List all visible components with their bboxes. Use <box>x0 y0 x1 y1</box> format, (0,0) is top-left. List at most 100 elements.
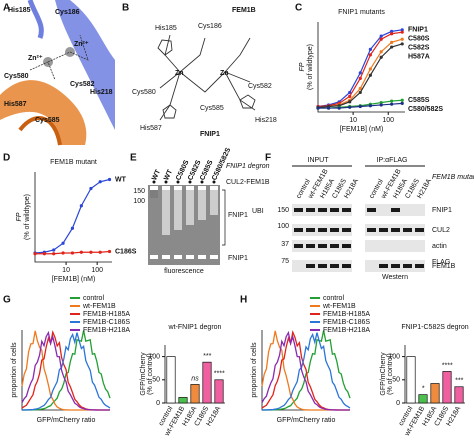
legend-entry: FEM1B-H218A <box>83 327 130 334</box>
y-axis-label: proportion of cells <box>251 342 258 398</box>
x-tick-label: 10 <box>62 267 70 274</box>
gel <box>148 185 220 265</box>
blot-band <box>318 244 327 248</box>
residue-label: Cys580 <box>132 89 156 96</box>
gel-band <box>174 255 182 259</box>
x-tick-label: 100 <box>91 267 103 274</box>
data-point <box>79 204 83 208</box>
axis <box>34 172 112 263</box>
histogram-curve <box>21 330 111 411</box>
band-label: UBI <box>252 208 264 215</box>
blot-band <box>367 208 376 212</box>
blot-band <box>342 228 351 232</box>
gel-band <box>150 255 158 259</box>
x-axis-label: [FEM1B] (nM) <box>52 276 96 283</box>
y-axis-label: FP <box>299 62 306 71</box>
chart-title: FEM1B mutant <box>50 159 97 166</box>
data-point <box>33 252 37 256</box>
data-point <box>368 73 372 77</box>
gel-smear <box>162 190 170 235</box>
data-point <box>70 251 75 255</box>
histogram-curve <box>21 332 111 411</box>
panel-letter: B <box>122 3 129 14</box>
legend-entry: C186S <box>115 248 137 255</box>
data-point <box>107 249 112 254</box>
gel-well <box>210 186 218 190</box>
data-point <box>390 29 394 33</box>
residue-label: Zn²⁺ <box>28 55 43 62</box>
gel-well <box>174 186 182 190</box>
zn-label: Zn <box>220 70 229 77</box>
y-tick-label: 0 <box>156 400 160 407</box>
y-tick-label: 0 <box>396 400 400 407</box>
marker-label: 75 <box>281 258 289 265</box>
data-point <box>390 102 394 106</box>
blot-band <box>342 264 351 268</box>
residue-label: Cys585 <box>200 105 224 112</box>
blot-band <box>318 208 327 212</box>
zn-label: Zn <box>175 70 184 77</box>
marker-label: 100 <box>133 198 145 205</box>
axis <box>317 22 405 113</box>
y-axis-label: (% of control) <box>387 353 394 395</box>
data-point <box>52 248 56 252</box>
blot-band <box>318 264 327 268</box>
gel-smear <box>198 190 206 220</box>
residue-label: Cys582 <box>70 81 95 88</box>
blot-band <box>391 264 400 268</box>
data-point <box>400 30 404 34</box>
gel-well <box>162 186 170 190</box>
gel-smear <box>150 190 158 198</box>
data-point <box>400 101 404 105</box>
x-axis-label: [FEM1B] (nM) <box>340 126 384 133</box>
band-label: CUL2 <box>432 227 450 234</box>
data-point <box>358 76 362 80</box>
legend-entry: C580S <box>408 36 430 43</box>
legend-entry: H587A <box>408 54 430 61</box>
bar <box>190 384 200 404</box>
blot-band <box>342 244 351 248</box>
data-point <box>390 99 394 103</box>
gel-well <box>186 186 194 190</box>
residue-label: His587 <box>140 125 162 132</box>
band-label: actin <box>432 243 447 250</box>
data-point <box>358 86 362 91</box>
ligase-dot <box>212 180 216 184</box>
data-point <box>379 103 383 107</box>
blot-band <box>330 208 339 212</box>
y-tick-label: 50 <box>152 377 160 384</box>
data-point <box>368 67 372 71</box>
panel-letter: C <box>295 3 302 14</box>
gel-well <box>150 186 158 190</box>
blot-band <box>403 264 412 268</box>
significance: *** <box>455 378 463 385</box>
band-label: FNIP1 <box>228 255 248 262</box>
legend-entry: wt-FEM1B <box>322 303 356 310</box>
data-point <box>400 98 404 102</box>
series-line <box>317 29 403 108</box>
y-axis-label: GFP/mCherry <box>380 352 387 396</box>
ligase-dot <box>188 180 192 184</box>
gel-band <box>162 255 170 259</box>
data-point <box>107 177 112 182</box>
protein-label: FEM1B <box>232 7 256 14</box>
residue-label: Zn²⁺ <box>74 41 89 48</box>
data-point <box>89 250 93 254</box>
significance: * <box>422 385 425 392</box>
y-axis-label: proportion of cells <box>11 342 18 398</box>
legend-entry: FEM1B-H218A <box>323 327 370 334</box>
panel-letter: F <box>265 153 271 164</box>
blot-band <box>391 228 400 232</box>
blot-band <box>330 228 339 232</box>
blot-band <box>415 228 424 232</box>
significance: **** <box>214 371 225 378</box>
histogram-curve <box>21 330 111 411</box>
bar <box>202 361 212 404</box>
data-point <box>368 104 372 108</box>
residue-label: His218 <box>90 89 113 96</box>
blot-band <box>306 208 315 212</box>
legend-entry: C582S <box>408 45 430 52</box>
series-line <box>317 31 403 108</box>
blot-band <box>379 228 388 232</box>
data-point <box>348 90 352 95</box>
